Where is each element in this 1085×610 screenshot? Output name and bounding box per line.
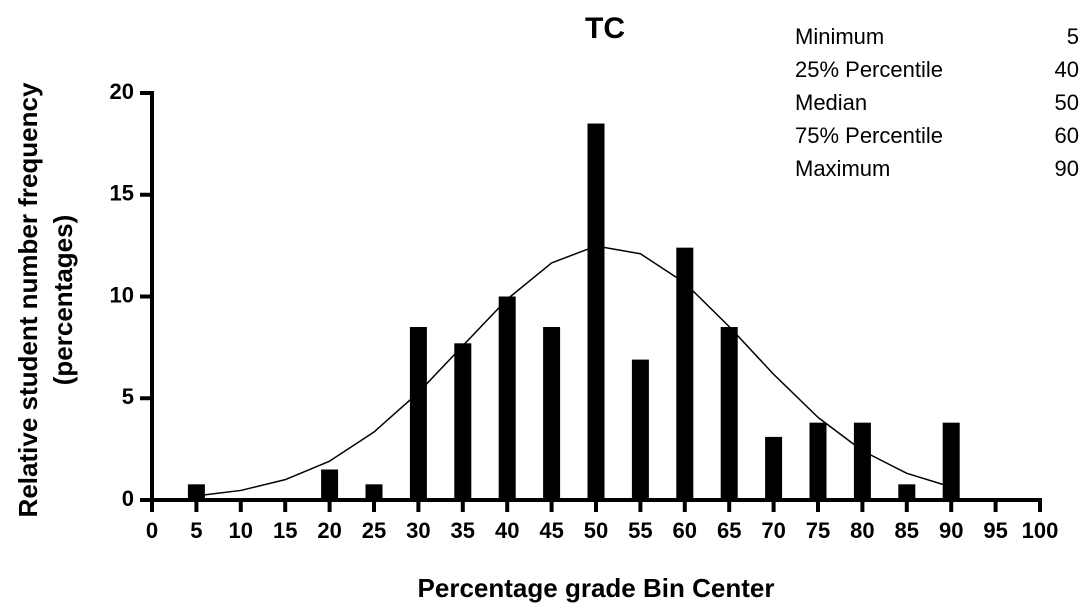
x-tick-label: 45 bbox=[539, 518, 563, 543]
y-axis-label: Relative student number frequency bbox=[13, 82, 43, 517]
bar bbox=[409, 327, 427, 500]
x-axis-label: Percentage grade Bin Center bbox=[418, 573, 775, 603]
x-tick-label: 100 bbox=[1022, 518, 1059, 543]
x-tick-label: 75 bbox=[806, 518, 830, 543]
stat-value: 50 bbox=[1055, 90, 1079, 115]
x-tick-label: 95 bbox=[983, 518, 1007, 543]
stat-value: 40 bbox=[1055, 57, 1079, 82]
bar bbox=[454, 343, 472, 500]
bar bbox=[853, 422, 871, 500]
x-tick-label: 55 bbox=[628, 518, 652, 543]
bar bbox=[543, 327, 561, 500]
x-tick-label: 5 bbox=[190, 518, 202, 543]
stat-label: Median bbox=[795, 90, 867, 115]
y-tick-label: 0 bbox=[122, 486, 134, 511]
chart-title: TC bbox=[585, 12, 625, 45]
bar bbox=[676, 247, 694, 500]
y-axis-label: (percentages) bbox=[48, 215, 78, 386]
stat-label: Minimum bbox=[795, 24, 884, 49]
x-tick-label: 90 bbox=[939, 518, 963, 543]
stat-value: 60 bbox=[1055, 123, 1079, 148]
x-tick-label: 25 bbox=[362, 518, 386, 543]
bar bbox=[498, 296, 516, 500]
bar bbox=[898, 484, 916, 500]
bar bbox=[187, 484, 205, 500]
y-tick-label: 5 bbox=[122, 384, 134, 409]
x-tick-label: 0 bbox=[146, 518, 158, 543]
x-tick-label: 15 bbox=[273, 518, 297, 543]
stat-label: 25% Percentile bbox=[795, 57, 943, 82]
bar bbox=[765, 436, 783, 500]
x-tick-label: 80 bbox=[850, 518, 874, 543]
bar bbox=[321, 469, 339, 500]
x-tick-label: 50 bbox=[584, 518, 608, 543]
stat-value: 90 bbox=[1055, 156, 1079, 181]
bar bbox=[365, 484, 383, 500]
bar bbox=[942, 422, 960, 500]
y-tick-label: 10 bbox=[110, 282, 134, 307]
x-tick-label: 20 bbox=[317, 518, 341, 543]
bar bbox=[809, 422, 827, 500]
fit-curve bbox=[196, 245, 952, 497]
y-tick-label: 15 bbox=[110, 181, 134, 206]
x-tick-label: 70 bbox=[761, 518, 785, 543]
x-tick-label: 35 bbox=[451, 518, 475, 543]
stat-label: Maximum bbox=[795, 156, 890, 181]
x-tick-label: 10 bbox=[229, 518, 253, 543]
stat-label: 75% Percentile bbox=[795, 123, 943, 148]
x-tick-label: 60 bbox=[673, 518, 697, 543]
bar bbox=[720, 327, 738, 500]
x-tick-label: 30 bbox=[406, 518, 430, 543]
bar bbox=[587, 123, 605, 501]
bar bbox=[631, 359, 649, 500]
x-tick-label: 65 bbox=[717, 518, 741, 543]
x-tick-label: 40 bbox=[495, 518, 519, 543]
x-tick-label: 85 bbox=[895, 518, 919, 543]
y-tick-label: 20 bbox=[110, 79, 134, 104]
stat-value: 5 bbox=[1067, 24, 1079, 49]
